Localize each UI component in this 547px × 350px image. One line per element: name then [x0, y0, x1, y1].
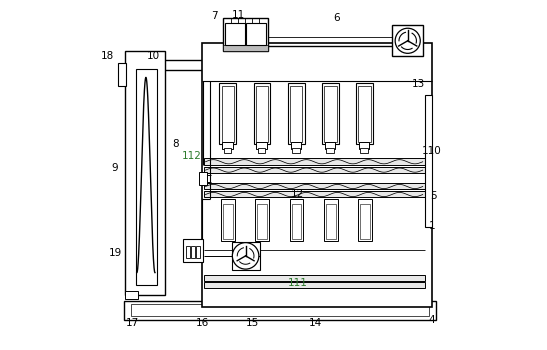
Bar	[219, 83, 236, 144]
Text: 5: 5	[430, 191, 437, 201]
Bar	[358, 199, 372, 241]
Text: 12: 12	[292, 189, 305, 199]
Bar	[289, 199, 304, 241]
Bar	[324, 199, 337, 241]
Bar	[204, 191, 425, 197]
Bar	[392, 25, 423, 56]
Bar	[325, 142, 335, 149]
Bar	[326, 204, 335, 239]
Bar	[359, 142, 369, 149]
Bar	[356, 83, 373, 144]
Circle shape	[232, 243, 259, 269]
Bar	[196, 246, 200, 258]
Bar	[358, 86, 371, 142]
Bar	[185, 246, 190, 258]
Bar	[124, 301, 435, 320]
Bar	[204, 275, 425, 281]
Bar	[199, 172, 207, 185]
Bar	[322, 83, 339, 144]
Bar	[222, 86, 234, 142]
Bar	[360, 148, 368, 153]
Text: 8: 8	[172, 139, 179, 149]
Bar	[118, 63, 126, 86]
Bar	[288, 83, 305, 144]
Text: 110: 110	[422, 146, 442, 156]
Bar	[125, 291, 137, 299]
Bar	[191, 246, 195, 258]
Bar	[223, 45, 268, 51]
Bar	[223, 204, 233, 239]
Text: 11: 11	[232, 10, 245, 20]
Bar	[204, 183, 425, 189]
Text: 6: 6	[333, 13, 340, 23]
Text: 19: 19	[109, 248, 123, 258]
Bar	[257, 142, 267, 149]
Bar	[204, 158, 425, 164]
Text: 10: 10	[147, 51, 160, 62]
Bar	[136, 69, 156, 285]
Bar	[324, 86, 336, 142]
Text: 14: 14	[309, 318, 322, 328]
Bar	[290, 86, 302, 142]
Bar	[232, 242, 260, 270]
Text: 18: 18	[101, 51, 114, 62]
Text: 16: 16	[195, 318, 208, 328]
Bar	[258, 148, 265, 153]
Circle shape	[395, 28, 420, 53]
Bar	[425, 95, 432, 227]
Text: 13: 13	[411, 79, 425, 89]
Text: 15: 15	[246, 318, 259, 328]
Bar	[222, 142, 232, 149]
Bar	[225, 23, 245, 45]
Bar	[183, 239, 203, 262]
Text: 7: 7	[211, 12, 218, 21]
Bar	[360, 204, 370, 239]
Bar	[223, 18, 268, 51]
Bar	[204, 282, 425, 288]
Text: 111: 111	[288, 278, 308, 288]
Bar	[255, 199, 269, 241]
Text: 9: 9	[112, 163, 118, 173]
Bar	[202, 43, 432, 307]
Bar	[292, 204, 301, 239]
Bar	[204, 167, 425, 173]
Text: 17: 17	[126, 318, 139, 328]
Text: 4: 4	[429, 315, 435, 325]
Bar	[246, 23, 266, 45]
Bar	[292, 148, 300, 153]
Bar	[258, 204, 267, 239]
Bar	[131, 304, 429, 316]
Bar	[125, 51, 165, 295]
Bar	[255, 86, 268, 142]
Text: 112: 112	[182, 151, 201, 161]
Bar	[221, 199, 235, 241]
Text: 1: 1	[429, 220, 435, 231]
Bar	[224, 148, 231, 153]
Bar	[290, 142, 301, 149]
Bar	[254, 83, 270, 144]
Bar	[326, 148, 334, 153]
